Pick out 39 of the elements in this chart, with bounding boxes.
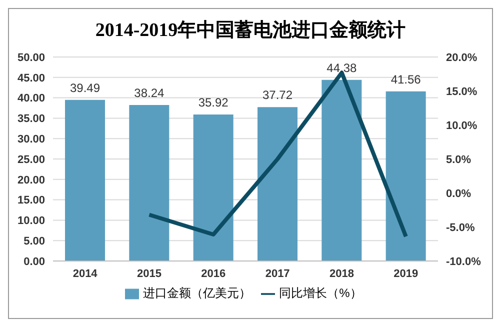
bar [129, 104, 170, 261]
bar [65, 100, 105, 261]
bar [193, 114, 234, 261]
y2-tick-label: -5.0% [446, 222, 475, 234]
y2-tick-label: 10.0% [446, 120, 478, 132]
y2-tick-label: 5.0% [446, 154, 472, 166]
bar [258, 107, 298, 261]
y-tick-label: 10.00 [17, 215, 45, 228]
x-tick-label: 2014 [72, 268, 98, 280]
y-tick-label: 5.00 [24, 236, 45, 248]
data-label: 39.49 [70, 80, 100, 95]
y2-tick-label: 0.0% [446, 188, 472, 200]
data-label: 41.56 [390, 72, 422, 86]
chart-title: 2014-2019年中国蓄电池进口金额统计 [94, 18, 407, 43]
data-label: 44.38 [326, 60, 358, 75]
y-tick-label: 0.00 [24, 256, 45, 268]
y-tick-label: 15.00 [17, 194, 45, 207]
y-tick-label: 45.00 [17, 72, 45, 84]
x-tick-label: 2017 [265, 268, 290, 280]
x-tick-label: 2018 [330, 268, 354, 280]
x-tick-label: 2015 [137, 268, 162, 280]
y-tick-label: 35.00 [17, 113, 45, 126]
legend-label: 进口金额（亿美元） [143, 286, 252, 300]
y-tick-label: 25.00 [17, 154, 45, 166]
y2-tick-label: 15.0% [446, 86, 478, 98]
y2-tick-label: 20.0% [446, 52, 478, 64]
data-label: 35.92 [198, 95, 229, 110]
y-tick-label: 20.00 [17, 174, 45, 186]
bar [386, 91, 426, 261]
legend-label: 同比增长（%） [279, 286, 362, 300]
data-label: 38.24 [134, 86, 165, 100]
x-tick-label: 2016 [201, 268, 226, 280]
y-tick-label: 40.00 [17, 92, 45, 105]
y-tick-label: 30.00 [17, 134, 45, 146]
y-tick-label: 50.00 [17, 52, 45, 64]
bar [322, 80, 362, 261]
data-label: 37.72 [262, 88, 293, 102]
x-tick-label: 2019 [394, 268, 418, 280]
y2-tick-label: -10.0% [446, 256, 482, 268]
